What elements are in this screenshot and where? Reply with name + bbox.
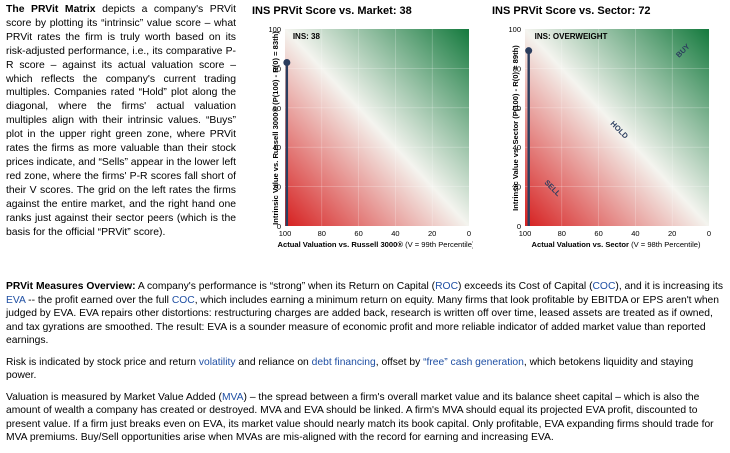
debt-financing-link[interactable]: debt financing — [311, 356, 376, 368]
x-tick-label: 0 — [467, 229, 471, 238]
y-tick-label: 60 — [273, 104, 281, 113]
market-x-axis-label-bold: Actual Valuation vs. Russell 3000® — [277, 240, 403, 249]
overview-text: , which includes earning a minimum retur… — [6, 294, 719, 347]
y-tick-label: 60 — [513, 104, 521, 113]
coc-link-2[interactable]: COC — [171, 294, 195, 306]
overview-paragraph-valuation: Valuation is measured by Market Value Ad… — [6, 391, 724, 445]
market-x-axis-label: Actual Valuation vs. Russell 3000® (V = … — [277, 240, 473, 249]
overview-text: ) – the spread between a firm's overall … — [6, 391, 714, 444]
overview-text: ) exceeds its Cost of Capital ( — [458, 281, 593, 292]
market-marker-label: INS: 38 — [293, 32, 321, 41]
y-tick-label: 80 — [273, 64, 281, 73]
x-tick-label: 40 — [631, 229, 639, 238]
x-tick-label: 80 — [558, 229, 566, 238]
intro-lead: The PRVit Matrix — [6, 4, 96, 15]
overview-text: Risk is indicated by stock price and ret… — [6, 356, 199, 368]
sector-x-ticks: 100 80 60 40 20 0 — [519, 229, 711, 238]
x-tick-label: 40 — [391, 229, 399, 238]
market-matrix-title: INS PRVit Score vs. Market: 38 — [252, 5, 412, 17]
volatility-link[interactable]: volatility — [198, 356, 236, 368]
x-tick-label: 0 — [707, 229, 711, 238]
x-tick-label: 60 — [354, 229, 362, 238]
roc-link[interactable]: ROC — [435, 281, 459, 292]
sector-matrix-grid — [525, 29, 709, 226]
x-tick-label: 20 — [428, 229, 436, 238]
market-x-axis-label-rest: (V = 99th Percentile) — [403, 240, 473, 249]
free-cash-link[interactable]: “free” cash generation — [423, 356, 524, 368]
market-matrix: INS PRVit Score vs. Market: 38 INS: 38 1… — [248, 0, 473, 275]
mva-link[interactable]: MVA — [221, 391, 244, 403]
y-tick-label: 80 — [513, 64, 521, 73]
market-x-ticks: 100 80 60 40 20 0 — [279, 229, 471, 238]
market-y-ticks: 100 80 60 40 20 0 — [268, 25, 281, 231]
y-tick-label: 40 — [273, 143, 281, 152]
sector-marker-label: INS: OVERWEIGHT — [535, 32, 608, 41]
market-y-axis-label: Intrinsic Value vs. Russell 3000® (P(100… — [271, 31, 280, 225]
sector-x-axis-label: Actual Valuation vs. Sector (V = 98th Pe… — [531, 240, 700, 249]
overview-text: , which betokens liquidity and staying p… — [6, 356, 694, 382]
overview-text: -- the profit earned over the full — [25, 294, 172, 306]
overview-text: , offset by — [375, 356, 424, 368]
x-tick-label: 20 — [668, 229, 676, 238]
sector-matrix-gridlines — [525, 29, 709, 226]
eva-link[interactable]: EVA — [6, 294, 26, 306]
overview-text: ), and it is increasing its — [615, 281, 723, 292]
market-matrix-gridlines — [285, 29, 469, 226]
sector-matrix-title: INS PRVit Score vs. Sector: 72 — [492, 5, 651, 17]
coc-link[interactable]: COC — [592, 281, 616, 292]
y-tick-label: 0 — [277, 222, 281, 231]
sector-x-axis-label-rest: (V = 98th Percentile) — [629, 240, 701, 249]
sector-y-ticks: 100 80 60 40 20 0 — [508, 25, 521, 231]
y-tick-label: 40 — [513, 143, 521, 152]
y-tick-label: 100 — [508, 25, 521, 34]
x-tick-label: 80 — [318, 229, 326, 238]
overview-paragraph-performance: PRVit Measures Overview: A company's per… — [6, 280, 724, 348]
overview-text: Valuation is measured by Market Value Ad… — [6, 391, 222, 403]
overview-section: PRVit Measures Overview: A company's per… — [6, 280, 724, 453]
sector-marker-point — [525, 47, 533, 55]
intro-body: depicts a company's PRVit score by plott… — [6, 4, 236, 238]
x-tick-label: 100 — [519, 229, 532, 238]
overview-paragraph-risk: Risk is indicated by stock price and ret… — [6, 356, 724, 383]
sector-matrix: INS PRVit Score vs. Sector: 72 INS: OVER… — [488, 0, 730, 275]
sector-x-axis-label-bold: Actual Valuation vs. Sector — [531, 240, 629, 249]
sector-y-axis-label: Intrinsic Value vs. Sector (P(100) - R(0… — [511, 45, 520, 211]
market-matrix-grid — [285, 29, 469, 226]
x-tick-label: 60 — [594, 229, 602, 238]
x-tick-label: 100 — [279, 229, 292, 238]
y-tick-label: 100 — [268, 25, 281, 34]
y-tick-label: 20 — [273, 183, 281, 192]
market-marker-point — [283, 58, 291, 66]
overview-text: A company's performance is “strong” when… — [135, 281, 436, 292]
sector-matrix-svg: INS: OVERWEIGHT BUY HOLD SELL 1008060402… — [508, 25, 711, 249]
market-matrix-svg: INS: 38 100 80 60 40 20 0 100 80 60 40 20 0 Intrin… — [268, 25, 473, 249]
intro-text: The PRVit Matrix depicts a company's PRV… — [6, 3, 236, 239]
overview-lead: PRVit Measures Overview: — [6, 281, 136, 292]
y-tick-label: 0 — [517, 222, 521, 231]
overview-text: and reliance on — [235, 356, 312, 368]
y-tick-label: 20 — [513, 183, 521, 192]
